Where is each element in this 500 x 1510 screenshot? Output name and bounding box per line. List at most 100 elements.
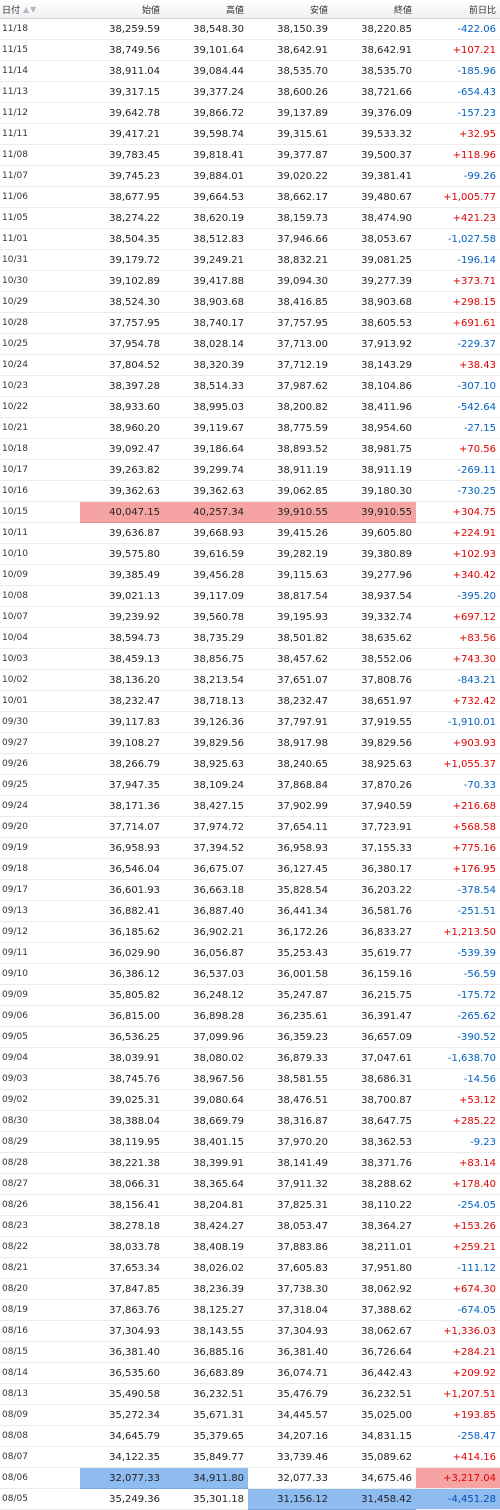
cell-change: +1,207.51 xyxy=(416,1383,500,1405)
cell-open: 36,386.12 xyxy=(80,963,164,985)
cell-close: 38,552.06 xyxy=(332,648,416,670)
cell-close: 35,025.00 xyxy=(332,1404,416,1426)
cell-change: -674.05 xyxy=(416,1299,500,1321)
cell-low: 37,911.32 xyxy=(248,1173,332,1195)
cell-open: 37,714.07 xyxy=(80,816,164,838)
table-row: 08/15 36,381.40 36,885.16 36,381.40 36,726.6… xyxy=(0,1341,500,1363)
table-row: 08/05 35,249.36 35,301.18 31,156.12 31,458.4… xyxy=(0,1488,500,1510)
column-header-high[interactable]: 高値 xyxy=(164,0,248,19)
cell-low: 39,062.85 xyxy=(248,480,332,502)
cell-date: 09/26 xyxy=(0,753,80,775)
table-row: 09/26 38,266.79 38,925.63 38,240.65 38,925.6… xyxy=(0,753,500,775)
cell-open: 39,783.45 xyxy=(80,144,164,166)
cell-high: 39,616.59 xyxy=(164,543,248,565)
cell-change: -175.72 xyxy=(416,984,500,1006)
cell-close: 38,954.60 xyxy=(332,417,416,439)
cell-close: 37,388.62 xyxy=(332,1299,416,1321)
column-header-date[interactable]: 日付 ▲▼ xyxy=(0,0,80,19)
cell-close: 39,910.55 xyxy=(332,501,416,523)
cell-low: 37,825.31 xyxy=(248,1194,332,1216)
cell-high: 34,911.80 xyxy=(164,1467,248,1489)
column-header-change[interactable]: 前日比 xyxy=(416,0,500,19)
cell-change: +284.21 xyxy=(416,1341,500,1363)
table-row: 09/02 39,025.31 39,080.64 38,476.51 38,700.8… xyxy=(0,1089,500,1111)
cell-date: 10/01 xyxy=(0,690,80,712)
cell-close: 38,104.86 xyxy=(332,375,416,397)
cell-date: 08/14 xyxy=(0,1362,80,1384)
cell-open: 36,381.40 xyxy=(80,1341,164,1363)
cell-change: +83.56 xyxy=(416,627,500,649)
table-row: 11/14 38,911.04 39,084.44 38,535.70 38,535.7… xyxy=(0,60,500,82)
cell-high: 38,925.63 xyxy=(164,753,248,775)
cell-change: -1,638.70 xyxy=(416,1047,500,1069)
cell-high: 39,362.63 xyxy=(164,480,248,502)
cell-high: 38,967.56 xyxy=(164,1068,248,1090)
cell-low: 31,156.12 xyxy=(248,1488,332,1510)
cell-date: 10/02 xyxy=(0,669,80,691)
cell-close: 38,110.22 xyxy=(332,1194,416,1216)
cell-high: 38,125.27 xyxy=(164,1299,248,1321)
cell-date: 11/15 xyxy=(0,39,80,61)
cell-low: 35,253.43 xyxy=(248,942,332,964)
cell-high: 38,026.02 xyxy=(164,1257,248,1279)
cell-open: 36,185.62 xyxy=(80,921,164,943)
cell-close: 38,647.75 xyxy=(332,1110,416,1132)
cell-close: 39,480.67 xyxy=(332,186,416,208)
table-row: 10/10 39,575.80 39,616.59 39,282.19 39,380.8… xyxy=(0,543,500,565)
cell-low: 38,416.85 xyxy=(248,291,332,313)
table-row: 10/16 39,362.63 39,362.63 39,062.85 39,180.3… xyxy=(0,480,500,502)
table-row: 10/29 38,524.30 38,903.68 38,416.85 38,903.6… xyxy=(0,291,500,313)
cell-close: 38,364.27 xyxy=(332,1215,416,1237)
table-row: 08/06 32,077.33 34,911.80 32,077.33 34,675.4… xyxy=(0,1467,500,1489)
cell-open: 38,278.18 xyxy=(80,1215,164,1237)
cell-high: 39,560.78 xyxy=(164,606,248,628)
cell-close: 38,642.91 xyxy=(332,39,416,61)
cell-change: +775.16 xyxy=(416,837,500,859)
cell-change: +1,336.03 xyxy=(416,1320,500,1342)
table-row: 08/20 37,847.85 38,236.39 37,738.30 38,062.9… xyxy=(0,1278,500,1300)
cell-change: -229.37 xyxy=(416,333,500,355)
cell-high: 38,903.68 xyxy=(164,291,248,313)
cell-low: 37,605.83 xyxy=(248,1257,332,1279)
cell-change: +259.21 xyxy=(416,1236,500,1258)
cell-change: +903.93 xyxy=(416,732,500,754)
cell-low: 32,077.33 xyxy=(248,1467,332,1489)
cell-close: 38,362.53 xyxy=(332,1131,416,1153)
cell-low: 38,911.19 xyxy=(248,459,332,481)
cell-close: 38,288.62 xyxy=(332,1173,416,1195)
cell-low: 36,958.93 xyxy=(248,837,332,859)
cell-date: 09/05 xyxy=(0,1026,80,1048)
cell-close: 38,062.67 xyxy=(332,1320,416,1342)
table-row: 09/05 36,536.25 37,099.96 36,359.23 36,657.0… xyxy=(0,1026,500,1048)
cell-close: 39,380.89 xyxy=(332,543,416,565)
cell-close: 36,833.27 xyxy=(332,921,416,943)
table-header-row: 日付 ▲▼ 始値 高値 安値 終値 前日比 xyxy=(0,0,500,19)
cell-open: 36,536.25 xyxy=(80,1026,164,1048)
cell-low: 33,739.46 xyxy=(248,1446,332,1468)
cell-date: 08/07 xyxy=(0,1446,80,1468)
cell-open: 39,102.89 xyxy=(80,270,164,292)
cell-date: 08/06 xyxy=(0,1467,80,1489)
cell-open: 38,274.22 xyxy=(80,207,164,229)
column-header-open[interactable]: 始値 xyxy=(80,0,164,19)
cell-change: +697.12 xyxy=(416,606,500,628)
cell-change: +674.30 xyxy=(416,1278,500,1300)
cell-change: -111.12 xyxy=(416,1257,500,1279)
table-row: 09/25 37,947.35 38,109.24 37,868.84 37,870.2… xyxy=(0,774,500,796)
table-row: 08/13 35,490.58 36,232.51 35,476.79 36,232.5… xyxy=(0,1383,500,1405)
cell-change: +102.93 xyxy=(416,543,500,565)
cell-change: +153.26 xyxy=(416,1215,500,1237)
table-row: 08/30 38,388.04 38,669.79 38,316.87 38,647.7… xyxy=(0,1110,500,1132)
cell-change: +32.95 xyxy=(416,123,500,145)
cell-change: -390.52 xyxy=(416,1026,500,1048)
cell-change: +83.14 xyxy=(416,1152,500,1174)
cell-close: 36,726.64 xyxy=(332,1341,416,1363)
column-header-close[interactable]: 終値 xyxy=(332,0,416,19)
sort-up-down-icon[interactable]: ▲▼ xyxy=(23,4,38,14)
cell-high: 38,514.33 xyxy=(164,375,248,397)
cell-low: 38,316.87 xyxy=(248,1110,332,1132)
cell-low: 34,445.57 xyxy=(248,1404,332,1426)
cell-change: -378.54 xyxy=(416,879,500,901)
column-header-low[interactable]: 安値 xyxy=(248,0,332,19)
table-row: 10/22 38,933.60 38,995.03 38,200.82 38,411.9… xyxy=(0,396,500,418)
